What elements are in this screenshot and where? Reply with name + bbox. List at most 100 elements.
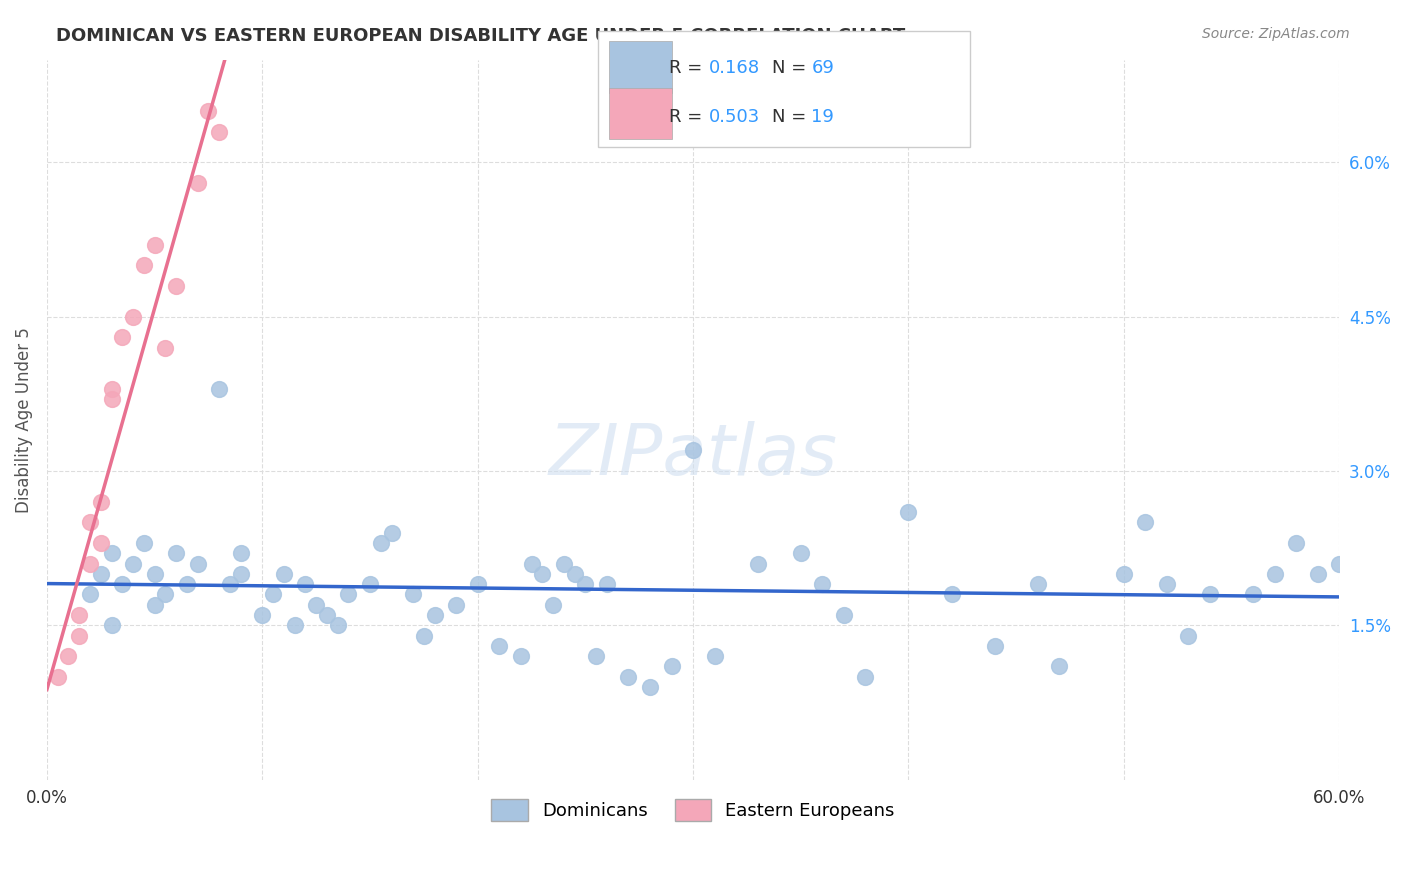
Text: R =: R = bbox=[669, 59, 709, 77]
Point bbox=[316, 608, 339, 623]
Point bbox=[531, 566, 554, 581]
Point bbox=[155, 341, 177, 355]
Point bbox=[1112, 566, 1135, 581]
Point bbox=[305, 598, 328, 612]
Point bbox=[79, 587, 101, 601]
Point bbox=[1135, 516, 1157, 530]
Text: 19: 19 bbox=[811, 108, 834, 126]
Point bbox=[617, 670, 640, 684]
Point bbox=[219, 577, 242, 591]
Point bbox=[832, 608, 855, 623]
Point bbox=[574, 577, 596, 591]
Point bbox=[1329, 557, 1351, 571]
Point bbox=[747, 557, 769, 571]
Point bbox=[855, 670, 877, 684]
Point bbox=[402, 587, 425, 601]
Point bbox=[564, 566, 586, 581]
Y-axis label: Disability Age Under 5: Disability Age Under 5 bbox=[15, 326, 32, 513]
Point bbox=[90, 495, 112, 509]
Point bbox=[100, 392, 122, 406]
Point bbox=[488, 639, 510, 653]
Point bbox=[273, 566, 295, 581]
Point bbox=[380, 525, 402, 540]
Point bbox=[541, 598, 564, 612]
Legend: Dominicans, Eastern Europeans: Dominicans, Eastern Europeans bbox=[477, 784, 910, 836]
Point bbox=[370, 536, 392, 550]
Text: N =: N = bbox=[772, 59, 811, 77]
Point bbox=[983, 639, 1005, 653]
Text: ZIPatlas: ZIPatlas bbox=[548, 421, 838, 490]
Point bbox=[229, 566, 252, 581]
Point bbox=[122, 310, 145, 324]
Point bbox=[90, 536, 112, 550]
Point bbox=[229, 546, 252, 560]
Point bbox=[1241, 587, 1264, 601]
Point bbox=[208, 125, 231, 139]
Point bbox=[67, 629, 90, 643]
Point bbox=[208, 382, 231, 396]
Text: DOMINICAN VS EASTERN EUROPEAN DISABILITY AGE UNDER 5 CORRELATION CHART: DOMINICAN VS EASTERN EUROPEAN DISABILITY… bbox=[56, 27, 905, 45]
Point bbox=[132, 258, 155, 272]
Point bbox=[100, 382, 122, 396]
Point bbox=[111, 330, 134, 344]
Point bbox=[682, 443, 704, 458]
Point bbox=[100, 618, 122, 632]
Point bbox=[58, 649, 80, 664]
Point bbox=[67, 608, 90, 623]
Point bbox=[703, 649, 725, 664]
Point bbox=[423, 608, 446, 623]
Point bbox=[176, 577, 198, 591]
Point bbox=[412, 629, 434, 643]
Point bbox=[596, 577, 619, 591]
Text: 0.503: 0.503 bbox=[709, 108, 759, 126]
Point bbox=[46, 670, 69, 684]
Point bbox=[1026, 577, 1049, 591]
Point bbox=[132, 536, 155, 550]
Point bbox=[294, 577, 316, 591]
Text: 69: 69 bbox=[811, 59, 834, 77]
Point bbox=[1156, 577, 1178, 591]
Point bbox=[155, 587, 177, 601]
Point bbox=[252, 608, 274, 623]
Point bbox=[897, 505, 920, 519]
Point bbox=[1199, 587, 1222, 601]
Point bbox=[661, 659, 683, 673]
Point bbox=[143, 598, 166, 612]
Point bbox=[284, 618, 307, 632]
Point bbox=[585, 649, 607, 664]
Point bbox=[553, 557, 575, 571]
Point bbox=[326, 618, 349, 632]
Point bbox=[262, 587, 284, 601]
Point bbox=[111, 577, 134, 591]
Text: Source: ZipAtlas.com: Source: ZipAtlas.com bbox=[1202, 27, 1350, 41]
Point bbox=[467, 577, 489, 591]
Point bbox=[79, 557, 101, 571]
Point bbox=[1306, 566, 1329, 581]
Point bbox=[100, 546, 122, 560]
Point bbox=[165, 279, 187, 293]
Point bbox=[122, 557, 145, 571]
Text: N =: N = bbox=[772, 108, 811, 126]
Point bbox=[90, 566, 112, 581]
Point bbox=[1285, 536, 1308, 550]
Point bbox=[941, 587, 963, 601]
Point bbox=[1047, 659, 1070, 673]
Point bbox=[187, 176, 209, 190]
Point bbox=[79, 516, 101, 530]
Point bbox=[1264, 566, 1286, 581]
Point bbox=[143, 237, 166, 252]
Point bbox=[359, 577, 381, 591]
Point bbox=[520, 557, 543, 571]
Text: R =: R = bbox=[669, 108, 709, 126]
Point bbox=[638, 680, 661, 694]
Point bbox=[509, 649, 531, 664]
Point bbox=[187, 557, 209, 571]
Point bbox=[165, 546, 187, 560]
Point bbox=[337, 587, 360, 601]
Point bbox=[444, 598, 467, 612]
Point bbox=[143, 566, 166, 581]
Point bbox=[790, 546, 813, 560]
Point bbox=[197, 103, 219, 118]
Point bbox=[811, 577, 834, 591]
Text: 0.168: 0.168 bbox=[709, 59, 759, 77]
